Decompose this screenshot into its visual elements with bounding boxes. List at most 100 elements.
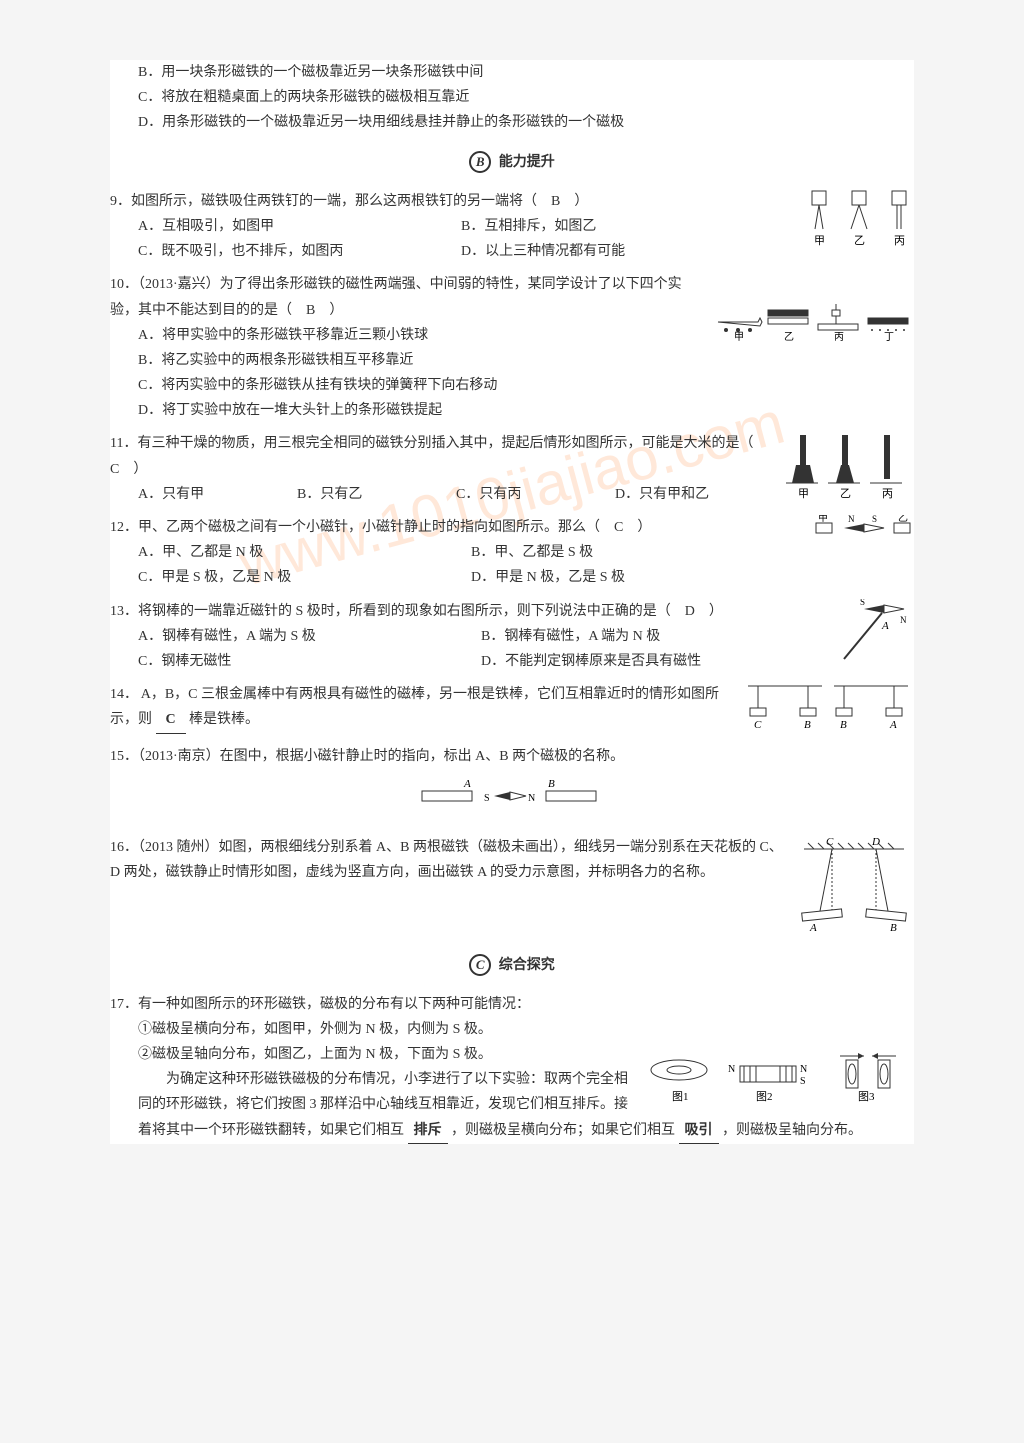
section-c-header: C 综合探究 xyxy=(110,953,914,978)
q12-figure: 甲 N S 乙 xyxy=(814,515,914,545)
q16-num: 16． xyxy=(110,840,138,855)
prev-opt-c: C．将放在粗糙桌面上的两块条形磁铁的磁极相互靠近 xyxy=(110,85,914,110)
section-b-title: 能力提升 xyxy=(499,155,555,170)
svg-text:图2: 图2 xyxy=(756,1090,773,1103)
svg-text:甲: 甲 xyxy=(734,332,744,342)
svg-text:A: A xyxy=(889,719,897,731)
question-16: C D A B 16．（2013 随州）如图，两根细线分别系着 A、B 两根磁铁… xyxy=(110,835,914,939)
svg-text:C: C xyxy=(826,836,834,848)
q13-num: 13． xyxy=(110,604,138,619)
svg-text:N: N xyxy=(800,1064,807,1075)
svg-text:B: B xyxy=(548,778,555,790)
svg-text:S: S xyxy=(484,793,490,804)
svg-text:乙: 乙 xyxy=(898,515,908,524)
section-b-badge: B xyxy=(469,151,491,173)
q11-opt-a: A．只有甲 xyxy=(138,482,297,507)
q11-opt-c: C．只有丙 xyxy=(456,482,615,507)
svg-text:丙: 丙 xyxy=(834,332,844,342)
q10-opt-d: D．将丁实验中放在一堆大头针上的条形磁铁提起 xyxy=(110,398,914,423)
svg-text:甲: 甲 xyxy=(814,235,825,247)
q9-stem: 如图所示，磁铁吸住两铁钉的一端，那么这两根铁钉的另一端将（ B ） xyxy=(131,194,588,209)
q15-stem: （2013·南京）在图中，根据小磁针静止时的指向，标出 A、B 两个磁极的名称。 xyxy=(138,749,624,764)
q17-line3-post: ，则磁极呈轴向分布。 xyxy=(722,1123,862,1138)
svg-text:乙: 乙 xyxy=(784,331,794,342)
q17-line3-mid: ，则磁极呈横向分布；如果它们相互 xyxy=(451,1123,675,1138)
q16-figure: C D A B xyxy=(794,835,914,935)
question-10: 甲 乙 丙 丁 10．（2013·嘉兴）为了得出条形磁铁的磁性两端强、中间弱的特… xyxy=(110,272,914,423)
svg-text:N: N xyxy=(528,793,535,804)
section-c-badge: C xyxy=(469,954,491,976)
q13-opt-a: A．钢棒有磁性，A 端为 S 极 xyxy=(138,624,481,649)
svg-text:A: A xyxy=(809,922,817,934)
q13-opt-b: B．钢棒有磁性，A 端为 N 极 xyxy=(481,624,824,649)
question-17: 图1 N N S 图2 xyxy=(110,992,914,1144)
svg-text:D: D xyxy=(871,836,880,848)
svg-text:S: S xyxy=(872,515,877,524)
q10-opt-b: B．将乙实验中的两根条形磁铁相互平移靠近 xyxy=(110,348,914,373)
q10-stem: （2013·嘉兴）为了得出条形磁铁的磁性两端强、中间弱的特性，某同学设计了以下四… xyxy=(110,277,682,317)
svg-text:乙: 乙 xyxy=(840,487,851,500)
q12-opt-a: A．甲、乙都是 N 极 xyxy=(138,540,471,565)
svg-text:B: B xyxy=(804,719,811,731)
q9-opt-c: C．既不吸引，也不排斥，如图丙 xyxy=(138,239,461,264)
prev-opt-d: D．用条形磁铁的一个磁极靠近另一块用细线悬挂并静止的条形磁铁的一个磁极 xyxy=(110,110,914,135)
q11-num: 11． xyxy=(110,436,137,451)
q13-opt-d: D．不能判定钢棒原来是否具有磁性 xyxy=(481,649,824,674)
q12-stem: 甲、乙两个磁极之间有一个小磁针，小磁针静止时的指向如图所示。那么（ C ） xyxy=(138,520,651,535)
q17-num: 17． xyxy=(110,997,138,1012)
svg-text:丙: 丙 xyxy=(882,488,893,500)
q11-figure: 甲 乙 丙 xyxy=(784,431,914,501)
question-12: 甲 N S 乙 12．甲、乙两个磁极之间有一个小磁针，小磁针静止时的指向如图所示… xyxy=(110,515,914,591)
question-15: 15．（2013·南京）在图中，根据小磁针静止时的指向，标出 A、B 两个磁极的… xyxy=(110,744,914,826)
q17-figure: 图1 N N S 图2 xyxy=(644,1052,914,1112)
q13-opt-c: C．钢棒无磁性 xyxy=(138,649,481,674)
q16-stem: （2013 随州）如图，两根细线分别系着 A、B 两根磁铁（磁极未画出），细线另… xyxy=(110,840,783,880)
svg-text:B: B xyxy=(890,922,897,934)
q17-line1: ①磁极呈横向分布，如图甲，外侧为 N 极，内侧为 S 极。 xyxy=(110,1017,914,1042)
section-c-title: 综合探究 xyxy=(499,958,555,973)
q12-opt-b: B．甲、乙都是 S 极 xyxy=(471,540,804,565)
q14-stem-post: 棒是铁棒。 xyxy=(189,712,259,727)
q9-opt-b: B．互相排斥，如图乙 xyxy=(461,214,784,239)
svg-text:B: B xyxy=(840,719,847,731)
svg-text:丁: 丁 xyxy=(884,332,894,342)
question-9: 甲 乙 丙 9．如图所示，磁铁吸住两铁钉的一端，那么这两根铁钉的另一端将（ B … xyxy=(110,189,914,265)
svg-text:S: S xyxy=(800,1076,806,1087)
question-14: C B B A 14． A，B，C 三根金属棒中有两根具有磁性的磁棒，另一根是铁… xyxy=(110,682,914,736)
svg-text:图3: 图3 xyxy=(858,1090,875,1103)
question-11: 甲 乙 丙 11．有三种干燥的物质，用三根完全相同的磁铁分别插入其中，提起后情形… xyxy=(110,431,914,507)
svg-text:S: S xyxy=(860,599,865,607)
q14-figure: C B B A xyxy=(744,682,914,732)
q12-opt-c: C．甲是 S 极，乙是 N 极 xyxy=(138,565,471,590)
q12-num: 12． xyxy=(110,520,138,535)
q15-num: 15． xyxy=(110,749,138,764)
section-b-header: B 能力提升 xyxy=(110,150,914,175)
svg-text:甲: 甲 xyxy=(798,488,809,500)
svg-text:C: C xyxy=(754,719,762,731)
svg-text:甲: 甲 xyxy=(818,515,828,524)
q9-opt-a: A．互相吸引，如图甲 xyxy=(138,214,461,239)
q14-blank: C xyxy=(156,707,186,733)
svg-text:乙: 乙 xyxy=(854,234,865,247)
svg-text:图1: 图1 xyxy=(672,1090,689,1103)
q13-figure: S N A xyxy=(834,599,914,669)
q12-opt-d: D．甲是 N 极，乙是 S 极 xyxy=(471,565,804,590)
svg-text:A: A xyxy=(881,620,889,632)
q13-stem: 将钢棒的一端靠近磁针的 S 极时，所看到的现象如右图所示，则下列说法中正确的是（… xyxy=(138,604,723,619)
svg-text:A: A xyxy=(463,778,471,790)
question-13: S N A 13．将钢棒的一端靠近磁针的 S 极时，所看到的现象如右图所示，则下… xyxy=(110,599,914,675)
svg-text:N: N xyxy=(848,515,855,524)
q11-stem: 有三种干燥的物质，用三根完全相同的磁铁分别插入其中，提起后情形如图所示，可能是大… xyxy=(110,436,767,476)
q11-opt-b: B．只有乙 xyxy=(297,482,456,507)
q17-blank1: 排斥 xyxy=(408,1118,448,1144)
prev-opt-b: B．用一块条形磁铁的一个磁极靠近另一块条形磁铁中间 xyxy=(110,60,914,85)
svg-text:N: N xyxy=(900,615,907,625)
q9-opt-d: D．以上三种情况都有可能 xyxy=(461,239,784,264)
q11-opt-d: D．只有甲和乙 xyxy=(615,482,774,507)
q17-blank2: 吸引 xyxy=(679,1118,719,1144)
svg-text:丙: 丙 xyxy=(894,235,905,247)
q10-num: 10． xyxy=(110,277,138,292)
q10-figure: 甲 乙 丙 丁 xyxy=(714,302,914,342)
q9-num: 9． xyxy=(110,194,131,209)
prev-question-options: B．用一块条形磁铁的一个磁极靠近另一块条形磁铁中间 C．将放在粗糙桌面上的两块条… xyxy=(110,60,914,136)
